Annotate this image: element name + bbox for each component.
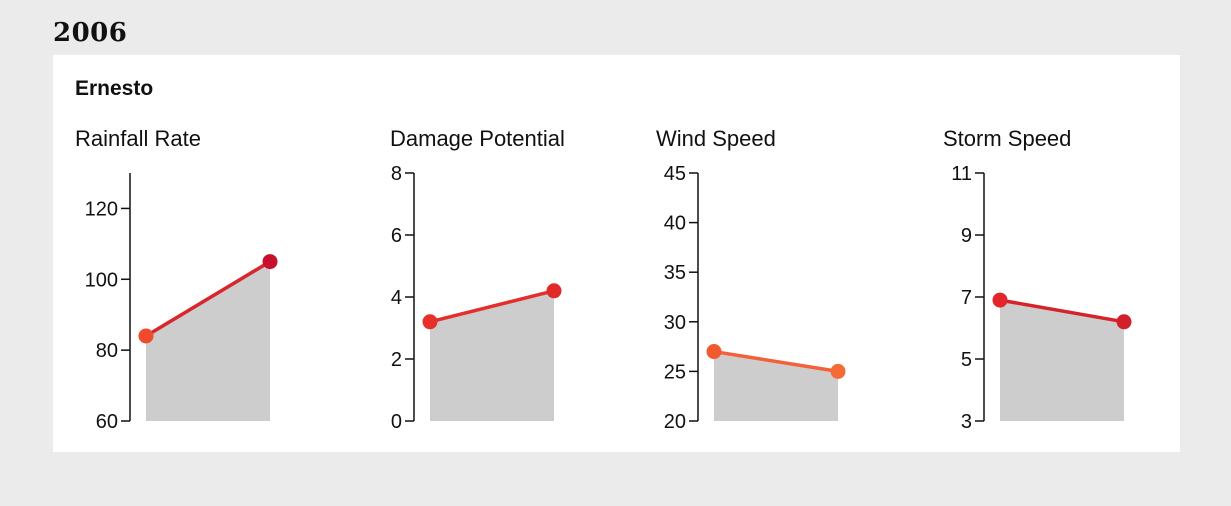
wind-speed-series-line [713,349,839,374]
wind-speed-point [706,344,722,360]
damage-potential-tick-label: 8 [391,163,402,185]
storm-speed-tick-label: 11 [951,163,972,185]
damage-potential-point [546,283,562,299]
storm-speed-point [1116,314,1132,330]
wind-speed-tick-label: 40 [664,213,686,235]
damage-potential-tick-label: 2 [391,349,402,371]
rainfall-rate-tick-label: 100 [85,269,118,291]
storm-speed-tick-label: 7 [961,287,972,309]
year-title: 2006 [53,18,128,48]
storm-speed-point [992,292,1008,308]
wind-speed-title: Wind Speed [656,126,776,151]
wind-speed-area [714,351,838,421]
rainfall-rate-title: Rainfall Rate [75,126,201,151]
damage-potential-point [422,314,438,330]
rainfall-rate-tick-label: 120 [85,198,118,220]
damage-potential-tick-label: 6 [391,225,402,247]
damage-potential-series-line [429,289,555,324]
wind-speed-tick-label: 25 [664,361,686,383]
wind-speed-point [830,363,846,379]
rainfall-rate-area [146,261,270,421]
wind-speed-tick-label: 35 [664,262,686,284]
storm-speed-tick-label: 9 [961,225,972,247]
storm-speed-tick-label: 5 [961,349,972,371]
storm-speed-area [1000,300,1124,421]
wind-speed-tick-label: 20 [664,411,686,433]
damage-potential-area [430,290,554,421]
rainfall-rate-tick-label: 60 [96,411,118,433]
storm-name: Ernesto [75,77,154,100]
rainfall-rate-point [262,254,278,270]
damage-potential-tick-label: 4 [391,287,402,309]
wind-speed-tick-label: 45 [664,163,686,185]
storm-speed-tick-label: 3 [961,411,972,433]
rainfall-rate-tick-label: 80 [96,340,118,362]
rainfall-rate-point [138,328,154,344]
damage-potential-title: Damage Potential [390,126,565,151]
wind-speed-tick-label: 30 [664,312,686,334]
damage-potential-tick-label: 0 [391,411,402,433]
rainfall-rate-series-line [145,260,271,338]
storm-speed-series-line [999,298,1125,324]
storm-speed-title: Storm Speed [943,126,1071,151]
